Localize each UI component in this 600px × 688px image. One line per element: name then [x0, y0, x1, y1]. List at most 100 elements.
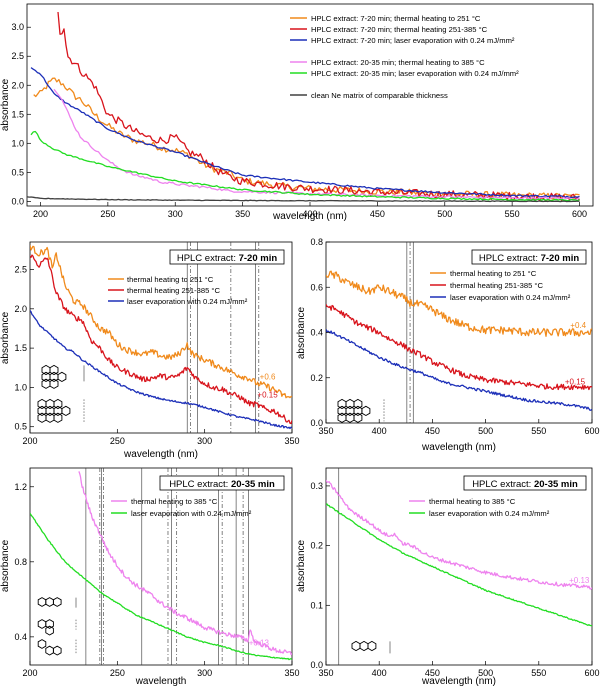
x-tick-label: 200: [22, 436, 37, 446]
mid-left-xlabel: wavelength (nm): [123, 449, 198, 460]
x-tick-label: 250: [110, 436, 125, 446]
y-tick-label: 1.5: [14, 343, 27, 353]
panel-bottom-left-frame: [29, 467, 293, 666]
series-line: [30, 245, 292, 399]
bottom-right-xlabel: wavelength (nm): [421, 676, 496, 687]
x-tick-label: 600: [584, 668, 599, 678]
bottom-right-title: HPLC extract: 20-35 min: [472, 479, 578, 490]
molecule-icon: [337, 398, 385, 423]
y-tick-label: 1.2: [14, 482, 27, 492]
y-tick-label: 2.5: [14, 265, 27, 275]
x-tick-label: 550: [531, 426, 546, 436]
x-tick-label: 350: [284, 436, 299, 446]
legend-entry: clean Ne matrix of comparable thickness: [311, 91, 448, 100]
panel-bottom-right: 350 400 450 500 550 600 0.0 0.1 0.2 0.3 +0.13 abs…: [296, 467, 600, 687]
y-tick-label: 0.8: [14, 557, 27, 567]
bottom-right-legend: thermal heating to 385 °C laser evaporat…: [409, 497, 550, 518]
x-tick-label: 400: [302, 209, 317, 219]
x-tick-label: 350: [235, 209, 250, 219]
legend-entry: thermal heating 251-385 °C: [450, 281, 543, 290]
series-line: [30, 67, 580, 199]
mid-right-legend: thermal heating to 251 °C thermal heatin…: [430, 269, 571, 302]
x-tick-label: 300: [197, 436, 212, 446]
panel-mid-right: 350 400 450 500 550 600 0.0 0.2 0.4 0.6 0.8 +0.4 +0…: [296, 237, 600, 453]
y-tick-label: 0.8: [310, 237, 323, 247]
x-tick-label: 500: [478, 426, 493, 436]
molecule-icon: [37, 619, 77, 636]
series-line: [30, 513, 292, 661]
x-tick-label: 450: [425, 668, 440, 678]
legend-entry: HPLC extract: 7-20 min; thermal heating …: [311, 14, 481, 23]
bottom-right-title-box: HPLC extract: 20-35 min: [463, 475, 587, 491]
x-tick-label: 450: [370, 209, 385, 219]
x-tick-label: 550: [531, 668, 546, 678]
mid-left-title: HPLC extract: 7-20 min: [177, 253, 278, 264]
mid-right-xlabel: wavelength (nm): [421, 442, 496, 453]
molecule-icon: [37, 398, 85, 424]
series-line: [30, 254, 292, 425]
legend-entry: thermal heating to 385 °C: [131, 497, 218, 506]
bottom-right-ylabel: absorbance: [296, 539, 307, 592]
bottom-left-title: HPLC extract: 20-35 min: [169, 479, 275, 490]
x-tick-label: 350: [318, 668, 333, 678]
legend-entry: thermal heating to 385 °C: [429, 497, 516, 506]
top-legend: HPLC extract: 7-20 min; thermal heating …: [290, 14, 519, 100]
series-line: [326, 479, 592, 590]
mid-right-title-box: HPLC extract: 7-20 min: [471, 249, 587, 265]
x-tick-label: 500: [437, 209, 452, 219]
series-line: [30, 130, 580, 202]
x-tick-label: 550: [505, 209, 520, 219]
offset-label: +0.4: [570, 321, 586, 330]
molecule-icon: [351, 640, 391, 654]
panel-top-frame: [26, 3, 594, 207]
series-line: [30, 310, 292, 430]
panel-top: 200 250 300 350 400 450 500 550 600 0.0 0.5 1.0 1.5 2…: [0, 3, 594, 222]
top-ylabel: absorbance: [0, 78, 11, 131]
legend-entry: laser evaporation with 0.24 mJ/mm²: [127, 297, 248, 306]
bottom-left-xlabel: wavelength: [135, 676, 187, 687]
mid-left-legend: thermal heating to 251 °C thermal heatin…: [108, 275, 248, 306]
bottom-left-legend: thermal heating to 385 °C laser evaporat…: [111, 497, 252, 518]
bottom-left-title-box: HPLC extract: 20-35 min: [159, 475, 285, 491]
bottom-left-title-frame: [159, 475, 285, 491]
legend-entry: thermal heating to 251 °C: [450, 269, 537, 278]
legend-entry: laser evaporation with 0.24 mJ/mm²: [131, 509, 252, 518]
x-tick-label: 400: [372, 426, 387, 436]
mid-right-title: HPLC extract: 7-20 min: [479, 253, 580, 264]
mid-left-ylabel: absorbance: [0, 311, 11, 364]
series-line: [78, 471, 292, 656]
offset-label: +0.15: [257, 391, 278, 400]
y-tick-label: 3.0: [11, 22, 24, 32]
legend-entry: laser evaporation with 0.24 mJ/mm²: [429, 509, 550, 518]
x-tick-label: 600: [584, 426, 599, 436]
panel-bottom-right-frame: [325, 467, 593, 666]
legend-entry: laser evaporation with 0.24 mJ/mm²: [450, 293, 571, 302]
x-tick-label: 500: [478, 668, 493, 678]
mid-left-title-frame: [169, 249, 285, 265]
y-tick-label: 0.4: [14, 632, 27, 642]
series-line: [326, 270, 592, 337]
x-tick-label: 300: [197, 668, 212, 678]
series-line: [326, 503, 592, 627]
y-tick-label: 1.0: [14, 382, 27, 392]
y-tick-label: 2.0: [14, 304, 27, 314]
panel-mid-left: 200 250 300 350 0.5 1.0 1.5 2.0 2.5 +0.6 +0.15 ab…: [0, 241, 300, 460]
panel-mid-left-frame: [29, 241, 293, 434]
legend-entry: thermal heating to 251 °C: [127, 275, 214, 284]
bottom-left-ylabel: absorbance: [0, 539, 11, 592]
panel-bottom-left: 200 250 300 350 0.4 0.8 1.2 +0.13 absorbance w…: [0, 467, 300, 687]
y-tick-label: 0.0: [310, 660, 323, 670]
x-tick-label: 250: [100, 209, 115, 219]
y-tick-label: 1.5: [11, 109, 24, 119]
y-tick-label: 2.0: [11, 80, 24, 90]
bottom-right-title-frame: [463, 475, 587, 491]
y-tick-label: 0.5: [11, 167, 24, 177]
legend-entry: thermal heating 251-385 °C: [127, 286, 220, 295]
series-line: [33, 77, 580, 200]
legend-entry: HPLC extract: 7-20 min; thermal heating …: [311, 25, 488, 34]
x-tick-label: 600: [572, 209, 587, 219]
legend-entry: HPLC extract: 7-20 min; laser evaporatio…: [311, 36, 515, 45]
legend-entry: HPLC extract: 20-35 min; thermal heating…: [311, 58, 485, 67]
y-tick-label: 1.0: [11, 138, 24, 148]
